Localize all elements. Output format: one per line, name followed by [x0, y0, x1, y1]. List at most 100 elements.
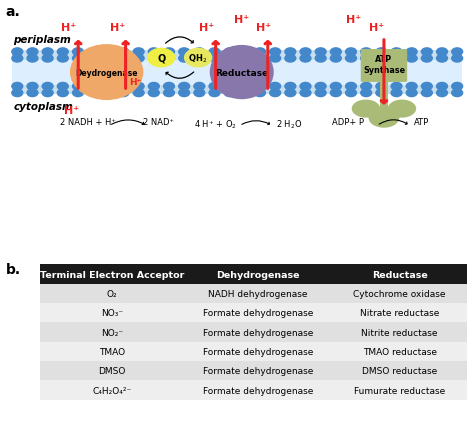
Circle shape	[73, 55, 83, 63]
Ellipse shape	[388, 100, 416, 118]
Circle shape	[406, 90, 417, 97]
Circle shape	[12, 90, 23, 97]
Circle shape	[452, 83, 463, 91]
Text: H⁺: H⁺	[199, 23, 214, 33]
Ellipse shape	[210, 46, 274, 100]
Circle shape	[361, 55, 372, 63]
Text: Formate dehydrogenase: Formate dehydrogenase	[203, 309, 313, 317]
Circle shape	[27, 49, 38, 56]
Text: Q: Q	[157, 53, 165, 64]
Bar	[40, 342, 183, 361]
Circle shape	[164, 90, 174, 97]
Circle shape	[209, 83, 220, 91]
Bar	[183, 265, 333, 284]
Text: H⁺: H⁺	[255, 23, 271, 33]
Circle shape	[88, 90, 99, 97]
Circle shape	[224, 83, 235, 91]
Circle shape	[133, 49, 144, 56]
Circle shape	[421, 55, 432, 63]
Circle shape	[164, 83, 174, 91]
Circle shape	[437, 90, 447, 97]
Circle shape	[421, 90, 432, 97]
Text: Formate dehydrogenase: Formate dehydrogenase	[203, 366, 313, 375]
Bar	[40, 381, 183, 400]
Circle shape	[406, 83, 417, 91]
Circle shape	[133, 83, 144, 91]
Text: Deydrogenase: Deydrogenase	[75, 68, 138, 77]
Text: b.: b.	[6, 262, 21, 276]
Circle shape	[421, 49, 432, 56]
Circle shape	[406, 55, 417, 63]
Bar	[183, 342, 333, 361]
Bar	[183, 361, 333, 381]
Text: Formate dehydrogenase: Formate dehydrogenase	[203, 347, 313, 356]
Text: Nitrite reductase: Nitrite reductase	[362, 328, 438, 337]
Circle shape	[118, 90, 129, 97]
Circle shape	[148, 49, 159, 56]
Circle shape	[164, 55, 174, 63]
Circle shape	[376, 83, 387, 91]
Circle shape	[239, 90, 250, 97]
Circle shape	[330, 90, 341, 97]
Circle shape	[42, 49, 53, 56]
Circle shape	[285, 90, 296, 97]
Circle shape	[285, 55, 296, 63]
Circle shape	[376, 49, 387, 56]
Text: ATP: ATP	[414, 118, 429, 127]
Circle shape	[118, 83, 129, 91]
Text: Cytochrome oxidase: Cytochrome oxidase	[354, 289, 446, 298]
Circle shape	[270, 83, 281, 91]
Text: ATP
Synthase: ATP Synthase	[363, 55, 405, 74]
Circle shape	[346, 55, 356, 63]
Circle shape	[330, 49, 341, 56]
Circle shape	[270, 55, 281, 63]
Circle shape	[194, 83, 205, 91]
Circle shape	[361, 49, 372, 56]
Circle shape	[42, 55, 53, 63]
Text: Terminal Electron Acceptor: Terminal Electron Acceptor	[39, 270, 184, 279]
Circle shape	[184, 49, 212, 68]
Circle shape	[391, 55, 402, 63]
Circle shape	[27, 90, 38, 97]
Bar	[333, 265, 467, 284]
Circle shape	[346, 90, 356, 97]
Circle shape	[133, 90, 144, 97]
Bar	[40, 265, 183, 284]
Circle shape	[285, 49, 296, 56]
Circle shape	[88, 83, 99, 91]
Text: H⁺: H⁺	[64, 105, 79, 115]
Circle shape	[42, 90, 53, 97]
Circle shape	[421, 83, 432, 91]
Circle shape	[239, 55, 250, 63]
Bar	[333, 361, 467, 381]
Bar	[40, 322, 183, 342]
Circle shape	[391, 90, 402, 97]
Circle shape	[12, 49, 23, 56]
Circle shape	[255, 49, 265, 56]
Text: 2 NAD⁺: 2 NAD⁺	[143, 118, 174, 127]
Circle shape	[376, 90, 387, 97]
Circle shape	[12, 83, 23, 91]
Circle shape	[103, 83, 114, 91]
Circle shape	[118, 55, 129, 63]
Circle shape	[361, 83, 372, 91]
Text: Reductase: Reductase	[215, 68, 268, 77]
Circle shape	[330, 83, 341, 91]
Text: TMAO reductase: TMAO reductase	[363, 347, 437, 356]
Bar	[40, 361, 183, 381]
Bar	[380, 92, 388, 109]
Circle shape	[148, 90, 159, 97]
Circle shape	[209, 90, 220, 97]
Circle shape	[57, 90, 68, 97]
Text: Fumurate reductase: Fumurate reductase	[354, 386, 446, 395]
Ellipse shape	[70, 45, 143, 101]
Bar	[333, 381, 467, 400]
Circle shape	[57, 83, 68, 91]
Circle shape	[12, 55, 23, 63]
Text: NO₃⁻: NO₃⁻	[100, 309, 123, 317]
Circle shape	[437, 55, 447, 63]
Bar	[12, 86, 462, 95]
Circle shape	[73, 83, 83, 91]
Circle shape	[315, 49, 326, 56]
Text: QH$_2$: QH$_2$	[189, 52, 208, 64]
